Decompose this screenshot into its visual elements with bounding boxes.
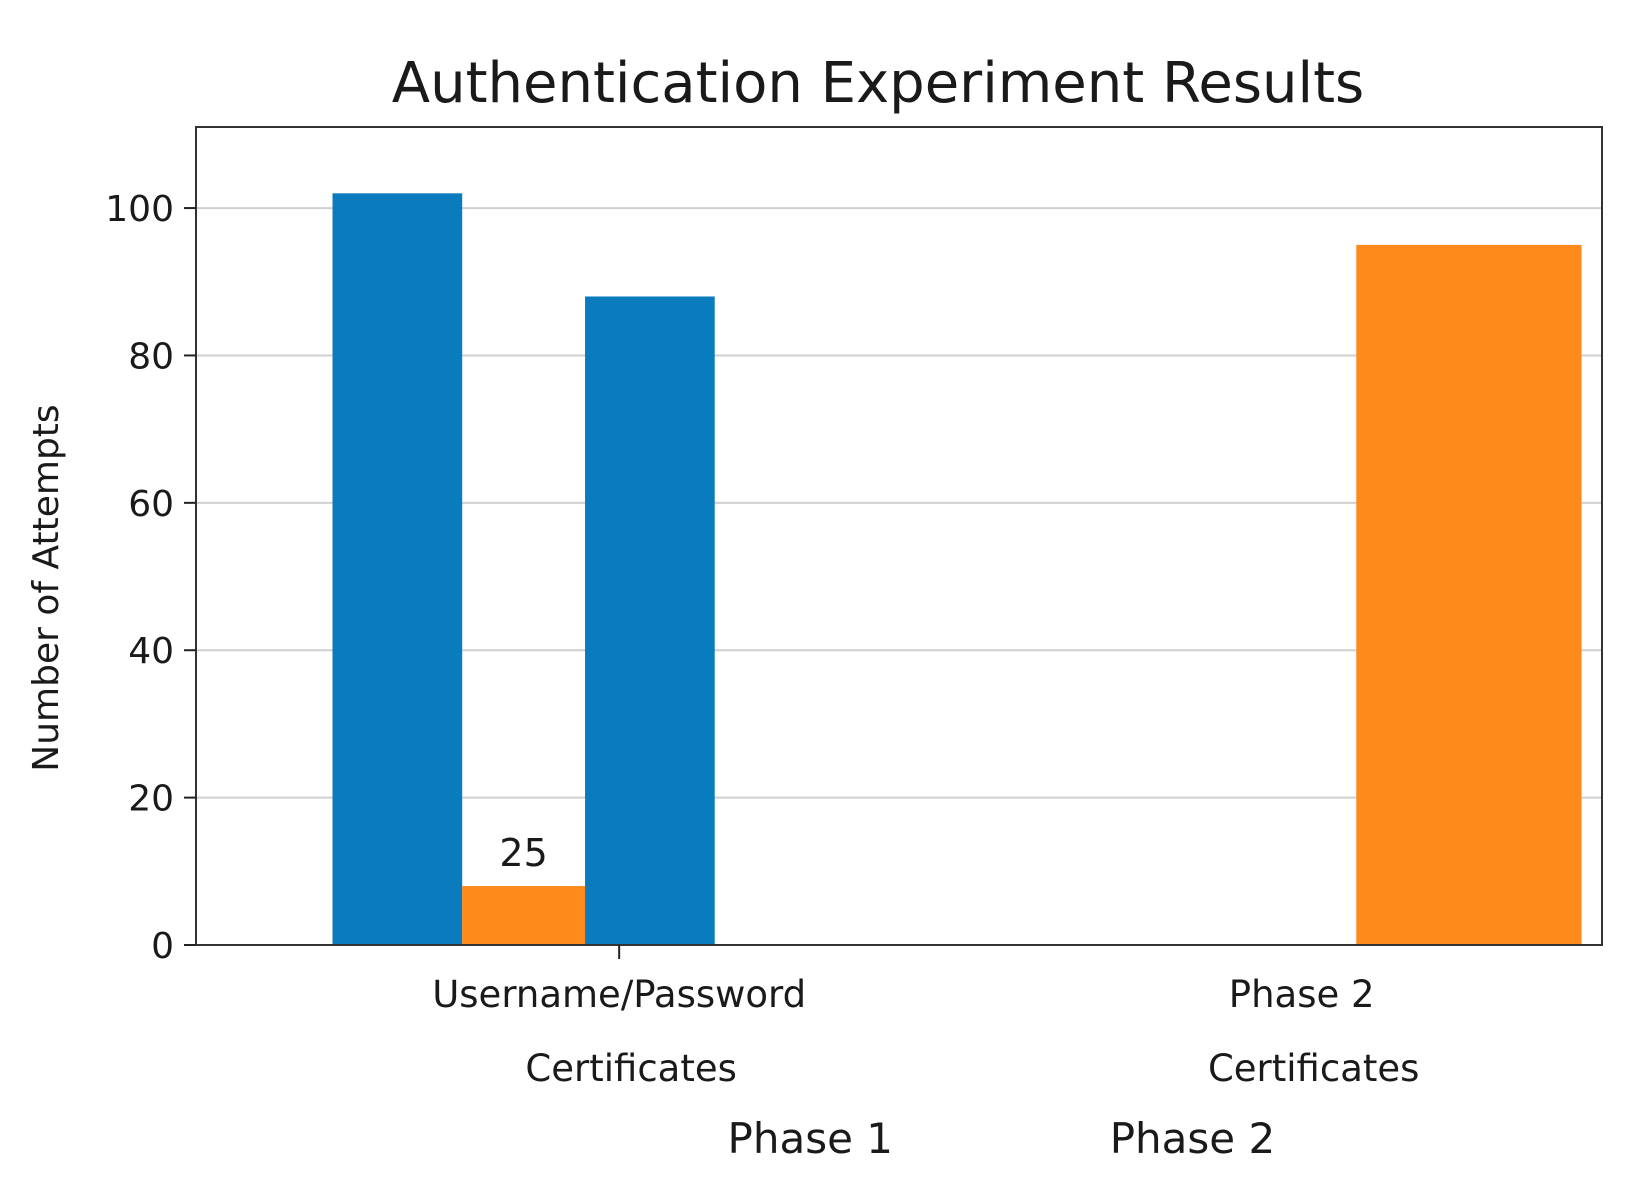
y-axis-label: Number of Attempts — [26, 404, 67, 771]
y-axis: 0 20 40 60 80 100 — [105, 189, 196, 967]
group-label-0: Phase 1 — [728, 1114, 893, 1163]
y-tick-label-4: 80 — [128, 336, 174, 377]
plot-area-frame — [195, 126, 1603, 946]
bar-2 — [585, 296, 715, 945]
x-axis: Username/Password Phase 2 — [432, 945, 1375, 1016]
bar-series — [332, 193, 1582, 945]
y-tick-label-5: 100 — [105, 189, 174, 230]
data-labels: 25 — [499, 831, 547, 875]
secondary-label-1: Certificates — [1208, 1047, 1419, 1090]
secondary-label-0: Certificates — [525, 1047, 736, 1090]
y-tick-label-0: 0 — [151, 926, 174, 967]
y-tick-label-3: 60 — [128, 484, 174, 525]
secondary-category-labels: Certificates Certificates — [525, 1047, 1419, 1090]
chart-title: Authentication Experiment Results — [392, 51, 1364, 116]
bar-data-label-1: 25 — [499, 831, 547, 875]
bar-0 — [332, 193, 463, 945]
group-label-1: Phase 2 — [1110, 1114, 1275, 1163]
bar-3 — [1356, 244, 1582, 945]
y-tick-label-1: 20 — [128, 779, 174, 820]
x-tick-label-0: Username/Password — [432, 973, 806, 1016]
y-tick-label-2: 40 — [128, 631, 174, 672]
x-tick-label-1: Phase 2 — [1229, 973, 1375, 1016]
group-labels: Phase 1 Phase 2 — [728, 1114, 1276, 1163]
bar-1 — [462, 886, 586, 945]
